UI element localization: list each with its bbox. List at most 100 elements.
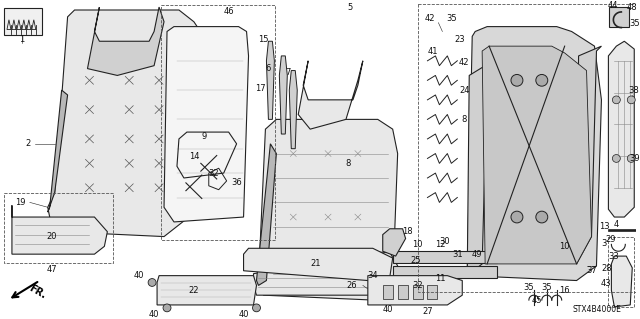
Text: 7: 7 (285, 68, 291, 77)
Text: 20: 20 (47, 232, 57, 241)
Text: 40: 40 (149, 310, 159, 319)
Text: 21: 21 (311, 259, 321, 268)
Text: 13: 13 (599, 222, 610, 231)
Bar (609, 7, 629, 26)
Text: 18: 18 (403, 227, 413, 236)
Polygon shape (259, 119, 397, 300)
Text: 41: 41 (427, 47, 438, 56)
Polygon shape (279, 56, 287, 134)
Text: 47: 47 (46, 265, 57, 274)
Text: 40: 40 (383, 305, 393, 314)
Polygon shape (611, 256, 632, 307)
Bar (4, 193, 113, 263)
Text: 12: 12 (435, 240, 445, 249)
Text: 6: 6 (266, 64, 271, 73)
Text: 33: 33 (608, 252, 619, 261)
Polygon shape (88, 7, 164, 75)
Circle shape (511, 211, 523, 223)
Text: 46: 46 (223, 7, 234, 17)
Bar (393, 266, 497, 278)
Circle shape (536, 211, 548, 223)
Text: 24: 24 (459, 85, 470, 95)
Circle shape (163, 304, 171, 312)
Text: 9: 9 (201, 132, 207, 141)
Polygon shape (368, 276, 462, 305)
Circle shape (627, 154, 636, 162)
Bar (417, 4, 640, 292)
Text: 8: 8 (345, 159, 351, 168)
Text: 32: 32 (412, 281, 423, 290)
Polygon shape (383, 229, 406, 256)
Polygon shape (609, 41, 634, 217)
Text: 44: 44 (608, 1, 619, 10)
Text: 37: 37 (586, 266, 597, 275)
Polygon shape (244, 248, 393, 280)
Bar (428, 286, 437, 299)
Text: 3: 3 (602, 239, 607, 248)
Polygon shape (164, 26, 248, 222)
Text: 35: 35 (524, 283, 534, 292)
Text: 39: 39 (629, 154, 639, 163)
Text: 35: 35 (629, 19, 639, 28)
Bar (383, 286, 393, 299)
Text: 34: 34 (367, 271, 378, 280)
Text: 26: 26 (347, 281, 357, 290)
Bar (609, 237, 634, 307)
Text: 10: 10 (559, 242, 570, 251)
Circle shape (148, 278, 156, 286)
Circle shape (536, 74, 548, 86)
Polygon shape (48, 10, 204, 237)
Polygon shape (253, 252, 397, 295)
Text: 5: 5 (348, 3, 353, 11)
Circle shape (627, 96, 636, 104)
Text: 10: 10 (412, 240, 423, 249)
Bar (161, 5, 275, 240)
Text: 28: 28 (601, 264, 612, 273)
Text: 48: 48 (627, 3, 637, 11)
Circle shape (511, 74, 523, 86)
Polygon shape (184, 36, 204, 212)
Polygon shape (289, 70, 297, 149)
Polygon shape (157, 276, 257, 305)
Text: 31: 31 (452, 250, 463, 259)
Text: 15: 15 (258, 35, 269, 44)
Text: 2: 2 (25, 139, 31, 148)
Bar (393, 251, 497, 263)
Polygon shape (467, 66, 487, 276)
Circle shape (612, 154, 620, 162)
Text: 14: 14 (189, 152, 199, 161)
Polygon shape (467, 26, 602, 280)
Bar (413, 286, 422, 299)
Text: 45: 45 (532, 296, 542, 305)
Text: 27: 27 (422, 307, 433, 316)
Text: 36: 36 (231, 178, 242, 187)
Text: 19: 19 (15, 198, 25, 207)
Text: 43: 43 (601, 279, 612, 288)
Bar (609, 229, 640, 231)
Text: FR.: FR. (28, 283, 48, 301)
Text: 1: 1 (19, 35, 24, 44)
Text: 49: 49 (472, 250, 483, 259)
Polygon shape (298, 61, 363, 129)
Polygon shape (577, 46, 602, 264)
Text: 8: 8 (461, 115, 467, 124)
Text: 35: 35 (446, 14, 457, 23)
Text: 22: 22 (189, 286, 199, 295)
Text: 40: 40 (134, 271, 145, 280)
Text: 16: 16 (559, 286, 570, 295)
Text: STX4B4000E: STX4B4000E (572, 305, 621, 314)
Text: 25: 25 (410, 256, 420, 265)
Text: 38: 38 (628, 85, 639, 95)
Text: 23: 23 (454, 35, 465, 44)
Text: 42: 42 (459, 58, 470, 67)
Polygon shape (482, 46, 591, 264)
Polygon shape (48, 90, 68, 212)
Circle shape (253, 304, 260, 312)
Text: 42: 42 (424, 14, 435, 23)
Polygon shape (257, 144, 276, 286)
Polygon shape (12, 205, 108, 254)
Text: 35: 35 (541, 283, 552, 292)
Text: 4: 4 (614, 220, 619, 229)
Bar (4, 8, 42, 35)
Text: 40: 40 (238, 310, 249, 319)
